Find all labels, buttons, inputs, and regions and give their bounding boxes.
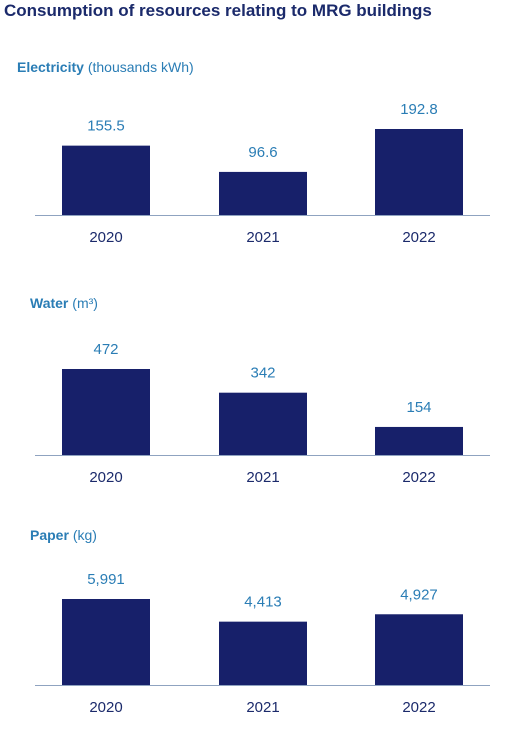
electricity-value-label-2020: 155.5 [87, 118, 125, 135]
electricity-bar-2020 [62, 145, 150, 215]
electricity-heading-label: Electricity [17, 59, 84, 75]
electricity-tick-label-2022: 2022 [402, 229, 435, 246]
paper-heading-unit: (kg) [72, 527, 97, 543]
water-tick-label-2021: 2021 [246, 469, 279, 486]
paper-bar-2022 [375, 614, 463, 685]
electricity-value-label-2022: 192.8 [400, 101, 438, 118]
water-tick-label-2022: 2022 [402, 469, 435, 486]
paper-value-label-2021: 4,413 [244, 594, 282, 611]
paper-heading-label: Paper [30, 527, 69, 543]
water-value-label-2020: 472 [93, 341, 118, 358]
paper-value-label-2022: 4,927 [400, 586, 438, 603]
paper-heading: Paper (kg) [30, 527, 97, 543]
paper-value-label-2020: 5,991 [87, 571, 125, 588]
water-value-label-2022: 154 [406, 399, 431, 416]
water-heading: Water (m³) [30, 295, 98, 311]
water-heading-label: Water [30, 295, 69, 311]
electricity-bar-2022 [375, 129, 463, 215]
electricity-tick-label-2020: 2020 [89, 229, 122, 246]
electricity-heading-unit: (thousands kWh) [87, 59, 194, 75]
water-chart: 472 2020 342 2021 154 2022 [35, 341, 490, 486]
paper-bar-2020 [62, 599, 150, 685]
water-bar-2022 [375, 426, 463, 455]
water-tick-label-2020: 2020 [89, 469, 122, 486]
paper-chart: 5,991 2020 4,413 2021 4,927 2022 [35, 571, 490, 716]
electricity-heading: Electricity (thousands kWh) [17, 59, 194, 75]
water-bar-2021 [219, 392, 307, 455]
electricity-value-label-2021: 96.6 [248, 144, 277, 161]
water-value-label-2021: 342 [250, 365, 275, 382]
electricity-bar-2021 [219, 171, 307, 215]
paper-tick-label-2022: 2022 [402, 699, 435, 716]
electricity-tick-label-2021: 2021 [246, 229, 279, 246]
water-heading-unit: (m³) [72, 295, 98, 311]
paper-tick-label-2021: 2021 [246, 699, 279, 716]
paper-tick-label-2020: 2020 [89, 699, 122, 716]
electricity-chart: 155.5 2020 96.6 2021 192.8 2022 [35, 101, 490, 246]
page-title: Consumption of resources relating to MRG… [4, 1, 432, 20]
paper-bar-2021 [219, 621, 307, 685]
water-bar-2020 [62, 369, 150, 455]
